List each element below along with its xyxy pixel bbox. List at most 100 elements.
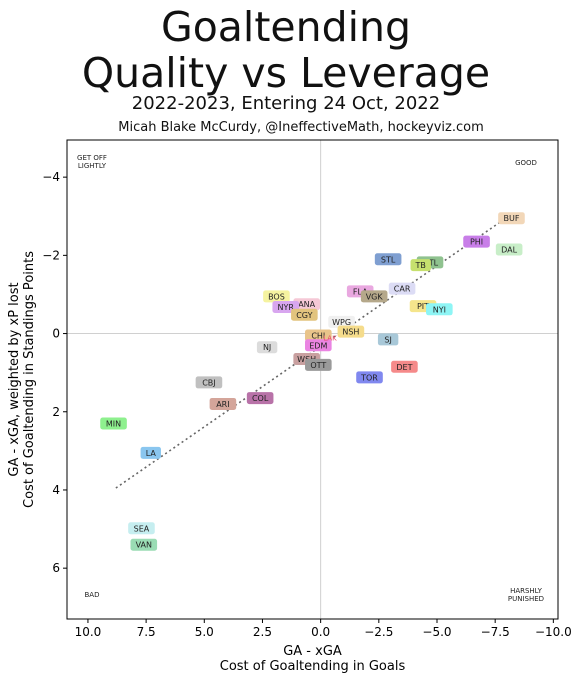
x-tick-label: 2.5: [253, 625, 272, 639]
team-marker-box: [256, 341, 278, 354]
team-marker-label: WPG: [332, 318, 351, 327]
team-marker-min: MIN: [100, 417, 127, 430]
team-marker-box: [128, 522, 155, 535]
team-marker-label: VGK: [366, 292, 384, 301]
team-marker-nyi: NYI: [426, 303, 453, 316]
team-marker-label: COL: [252, 394, 269, 403]
y-tick-label: 2: [52, 405, 60, 419]
team-marker-sea: SEA: [128, 522, 155, 535]
team-marker-label: DET: [396, 363, 412, 372]
team-marker-label: BUF: [503, 214, 519, 223]
team-marker-vgk: VGK: [360, 290, 388, 303]
corner-label-harshly-punished: HARSHLY: [510, 587, 543, 595]
chart-subtitle: 2022-2023, Entering 24 Oct, 2022: [131, 93, 441, 114]
team-marker-label: NYR: [278, 303, 295, 312]
chart-title-line-1: Goaltending: [160, 3, 412, 51]
corner-label-bad: BAD: [85, 591, 100, 599]
team-marker-label: TB: [415, 261, 426, 270]
team-marker-box: [140, 446, 161, 459]
team-marker-nj: NJ: [256, 341, 278, 354]
team-marker-box: [195, 376, 223, 389]
team-marker-label: ARI: [216, 400, 229, 409]
team-marker-label: SJ: [384, 335, 391, 344]
team-marker-dal: DAL: [495, 243, 523, 256]
team-marker-box: [377, 333, 399, 346]
team-marker-la: LA: [140, 446, 161, 459]
team-marker-box: [426, 303, 453, 316]
team-marker-label: CGY: [296, 311, 312, 320]
team-marker-label: OTT: [310, 361, 326, 370]
team-marker-stl: STL: [374, 253, 402, 266]
team-marker-box: [356, 371, 383, 384]
team-marker-box: [130, 538, 158, 551]
chart-credit: Micah Blake McCurdy, @IneffectiveMath, h…: [118, 120, 484, 135]
team-marker-box: [305, 339, 332, 352]
y-tick-label: 0: [52, 327, 60, 341]
team-marker-box: [100, 417, 127, 430]
team-marker-buf: BUF: [498, 212, 525, 225]
team-marker-box: [337, 325, 365, 338]
team-marker-label: CAR: [394, 285, 411, 294]
team-marker-label: VAN: [136, 541, 152, 550]
team-marker-box: [263, 290, 290, 303]
team-marker-tb: TB: [410, 259, 431, 272]
team-marker-nsh: NSH: [337, 325, 365, 338]
team-marker-sj: SJ: [377, 333, 399, 346]
y-tick-label: −4: [42, 170, 60, 184]
team-marker-box: [498, 212, 525, 225]
team-marker-label: DAL: [501, 245, 517, 254]
y-tick-label: −2: [42, 248, 60, 262]
team-marker-ari: ARI: [209, 397, 237, 410]
team-marker-label: CHI: [311, 332, 325, 341]
team-marker-cgy: CGY: [291, 308, 318, 321]
team-marker-box: [246, 392, 274, 405]
team-marker-bos: BOS: [263, 290, 290, 303]
team-marker-label: ANA: [298, 300, 315, 309]
x-axis-label: GA - xGA: [283, 644, 342, 659]
team-marker-cbj: CBJ: [195, 376, 223, 389]
team-marker-label: FLA: [353, 287, 368, 296]
team-marker-label: PHI: [470, 238, 483, 247]
team-marker-det: DET: [391, 360, 418, 373]
team-marker-label: PIT: [417, 302, 429, 311]
team-marker-box: [293, 298, 320, 311]
x-tick-label: 0.0: [311, 625, 330, 639]
team-marker-label: TOR: [360, 373, 378, 382]
team-marker-box: [391, 360, 418, 373]
x-tick-label: 7.5: [137, 625, 156, 639]
team-marker-ana: ANA: [293, 298, 320, 311]
y-tick-label: 4: [52, 483, 60, 497]
y-axis-label-secondary: Cost of Goaltending in Standings Points: [22, 251, 37, 508]
points-group: BUFDALPHISTLMTLTBCARFLAVGKPITNYIBOSANANY…: [100, 212, 525, 551]
corner-label-get-off-lightly: LIGHTLY: [78, 162, 107, 170]
team-marker-box: [388, 282, 416, 295]
team-marker-label: NYI: [433, 305, 446, 314]
x-axis-ticks: 10.0 7.5 5.0 2.5 0.0 −2.5 −5.0 −7.5 −10.0: [75, 619, 572, 639]
team-marker-box: [305, 329, 332, 342]
x-axis-label-secondary: Cost of Goaltending in Goals: [220, 659, 406, 674]
team-marker-van: VAN: [130, 538, 158, 551]
corner-label-get-off-lightly: GET OFF: [77, 154, 107, 162]
y-axis-label: GA - xGA, weighted by xP lost: [7, 282, 22, 476]
corner-label-good: GOOD: [515, 159, 537, 167]
team-note-label: LAK: [323, 334, 337, 342]
team-marker-box: [328, 315, 355, 328]
team-marker-label: CBJ: [202, 378, 215, 387]
chart-title-line-2: Quality vs Leverage: [81, 49, 491, 97]
x-tick-label: −2.5: [364, 625, 393, 639]
team-marker-box: [463, 235, 490, 248]
team-marker-label: LA: [146, 449, 157, 458]
team-marker-phi: PHI: [463, 235, 490, 248]
team-marker-box: [495, 243, 523, 256]
team-marker-wpg: WPG: [328, 315, 355, 328]
team-marker-box: [209, 397, 237, 410]
team-marker-box: [360, 290, 388, 303]
team-marker-label: NJ: [263, 343, 271, 352]
team-marker-label: NSH: [342, 328, 359, 337]
plot-frame: [66, 139, 559, 620]
team-marker-box: [410, 259, 431, 272]
team-marker-box: [305, 358, 332, 371]
team-marker-box: [374, 253, 402, 266]
